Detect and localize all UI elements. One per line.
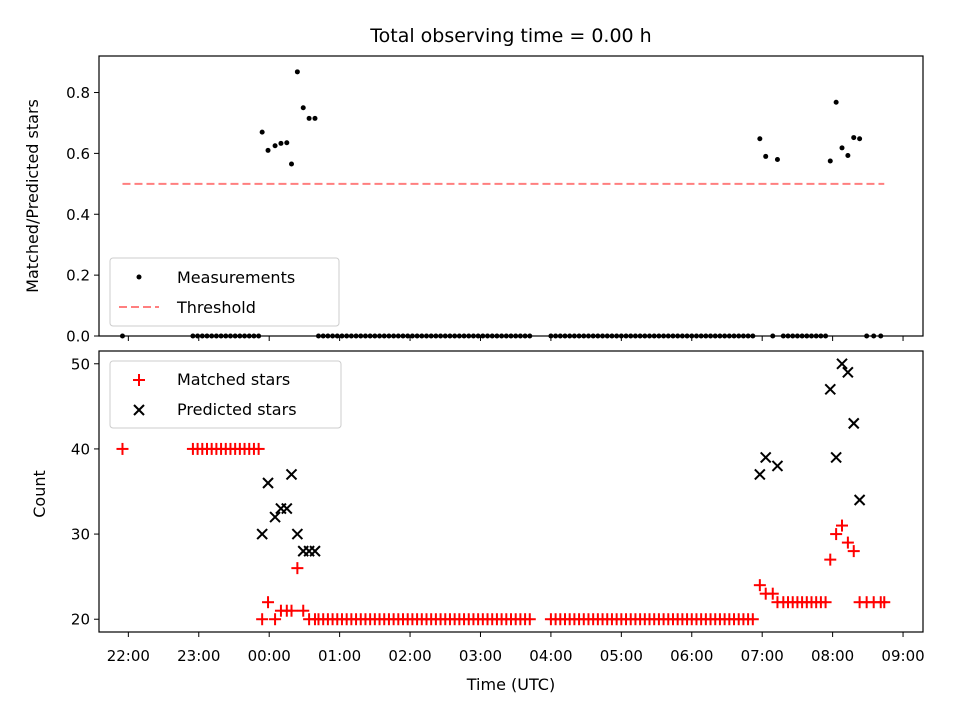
predicted-star-point — [848, 417, 860, 430]
predicted-stars-legend-label: Predicted stars — [177, 400, 297, 419]
bottom-y-tick-label-0: 20 — [71, 611, 90, 629]
matched-star-point — [252, 442, 265, 455]
top-legend: Measurements Threshold — [109, 257, 340, 327]
matched-star-point — [836, 519, 849, 532]
x-tick-label-4: 02:00 — [388, 647, 431, 665]
measurement-point — [857, 136, 863, 142]
bottom-y-tick-label-2: 40 — [71, 440, 90, 458]
predicted-star-point — [281, 502, 293, 515]
matched-star-point — [878, 596, 891, 609]
predicted-stars-series — [256, 358, 866, 557]
bottom-x-axis: 22:00 23:00 00:00 01:00 02:00 03:00 04:00 05:00… — [107, 632, 925, 665]
predicted-star-point — [760, 451, 772, 464]
measurement-point — [306, 115, 312, 121]
measurement-point — [774, 156, 780, 162]
matched-star-point — [256, 613, 269, 626]
predicted-star-point — [291, 528, 304, 540]
measurements-legend-marker — [136, 274, 142, 280]
matched-star-point — [285, 604, 298, 617]
matched-star-point — [753, 579, 766, 592]
bottom-y-tick-label-3: 50 — [71, 355, 90, 373]
predicted-star-point — [754, 468, 766, 481]
matched-star-point — [841, 536, 854, 549]
predicted-star-point — [285, 468, 298, 481]
predicted-star-point — [853, 494, 866, 506]
x-tick-label-1: 23:00 — [177, 647, 220, 665]
matched-stars-legend-marker — [133, 374, 145, 386]
measurement-point — [839, 145, 845, 151]
predicted-star-point — [836, 358, 848, 370]
top-y-tick-label-0: 0.0 — [66, 328, 90, 346]
x-tick-label-9: 07:00 — [741, 647, 784, 665]
matched-star-point — [824, 553, 837, 566]
measurement-point — [289, 161, 295, 167]
top-y-tick-label-4: 0.8 — [66, 84, 90, 102]
top-legend-frame — [109, 257, 340, 327]
measurement-point — [312, 115, 318, 121]
predicted-star-point — [256, 528, 268, 540]
x-tick-label-2: 00:00 — [248, 647, 291, 665]
predicted-star-point — [309, 545, 321, 557]
top-y-tick-label-3: 0.6 — [66, 145, 90, 163]
predicted-star-point — [771, 460, 784, 472]
predicted-star-point — [842, 366, 854, 378]
top-y-axis: 0.0 0.2 0.4 0.6 0.8 — [66, 84, 99, 346]
matched-star-point — [830, 528, 843, 541]
measurement-point — [851, 135, 857, 141]
top-y-tick-label-2: 0.4 — [66, 206, 90, 224]
predicted-star-point — [269, 511, 281, 523]
measurement-point — [845, 153, 851, 159]
bottom-legend: Matched stars Predicted stars — [109, 360, 342, 429]
matched-star-point — [847, 545, 860, 558]
predicted-star-point — [830, 451, 842, 464]
x-axis-label: Time (UTC) — [466, 675, 555, 694]
top-plot-frame — [98, 55, 924, 337]
chart-title: Total observing time = 0.00 h — [369, 25, 651, 47]
top-y-axis-label: Matched/Predicted stars — [23, 99, 42, 293]
x-tick-label-6: 04:00 — [529, 647, 572, 665]
matched-stars-series — [116, 442, 891, 626]
measurement-point — [757, 136, 763, 142]
threshold-legend-label: Threshold — [176, 298, 256, 317]
matched-star-point — [262, 596, 275, 609]
bottom-y-tick-label-1: 30 — [71, 526, 90, 544]
x-tick-label-0: 22:00 — [107, 647, 150, 665]
x-tick-label-10: 08:00 — [811, 647, 854, 665]
matched-star-point — [523, 613, 536, 626]
measurement-point — [272, 143, 278, 149]
matched-star-point — [269, 613, 282, 626]
measurement-point — [294, 69, 300, 75]
matched-star-point — [116, 442, 129, 455]
measurement-point — [265, 147, 271, 153]
predicted-star-point — [824, 383, 836, 396]
bottom-y-axis-label: Count — [30, 470, 49, 518]
measurement-point — [827, 158, 833, 164]
x-tick-label-5: 03:00 — [459, 647, 502, 665]
x-tick-label-11: 09:00 — [881, 647, 924, 665]
measurement-point — [833, 99, 839, 105]
x-tick-label-8: 06:00 — [670, 647, 713, 665]
measurement-point — [278, 140, 284, 146]
bottom-plot-frame — [98, 350, 924, 633]
x-tick-label-3: 01:00 — [318, 647, 361, 665]
matched-star-point — [291, 562, 304, 575]
matched-star-point — [746, 613, 759, 626]
matched-star-point — [819, 596, 832, 609]
measurement-point — [284, 140, 290, 146]
bottom-y-axis: 20 30 40 50 — [71, 355, 99, 629]
x-tick-label-7: 05:00 — [600, 647, 643, 665]
bottom-legend-frame — [109, 360, 342, 429]
matched-star-point — [297, 604, 310, 617]
top-y-tick-label-1: 0.2 — [66, 267, 90, 285]
matched-stars-legend-label: Matched stars — [177, 370, 290, 389]
matched-star-point — [766, 587, 779, 600]
predicted-stars-legend-marker — [133, 404, 145, 416]
measurements-legend-label: Measurements — [177, 268, 295, 287]
measurement-point — [259, 129, 265, 135]
measurement-point — [300, 105, 306, 111]
predicted-star-point — [262, 477, 274, 489]
measurement-point — [763, 153, 769, 159]
